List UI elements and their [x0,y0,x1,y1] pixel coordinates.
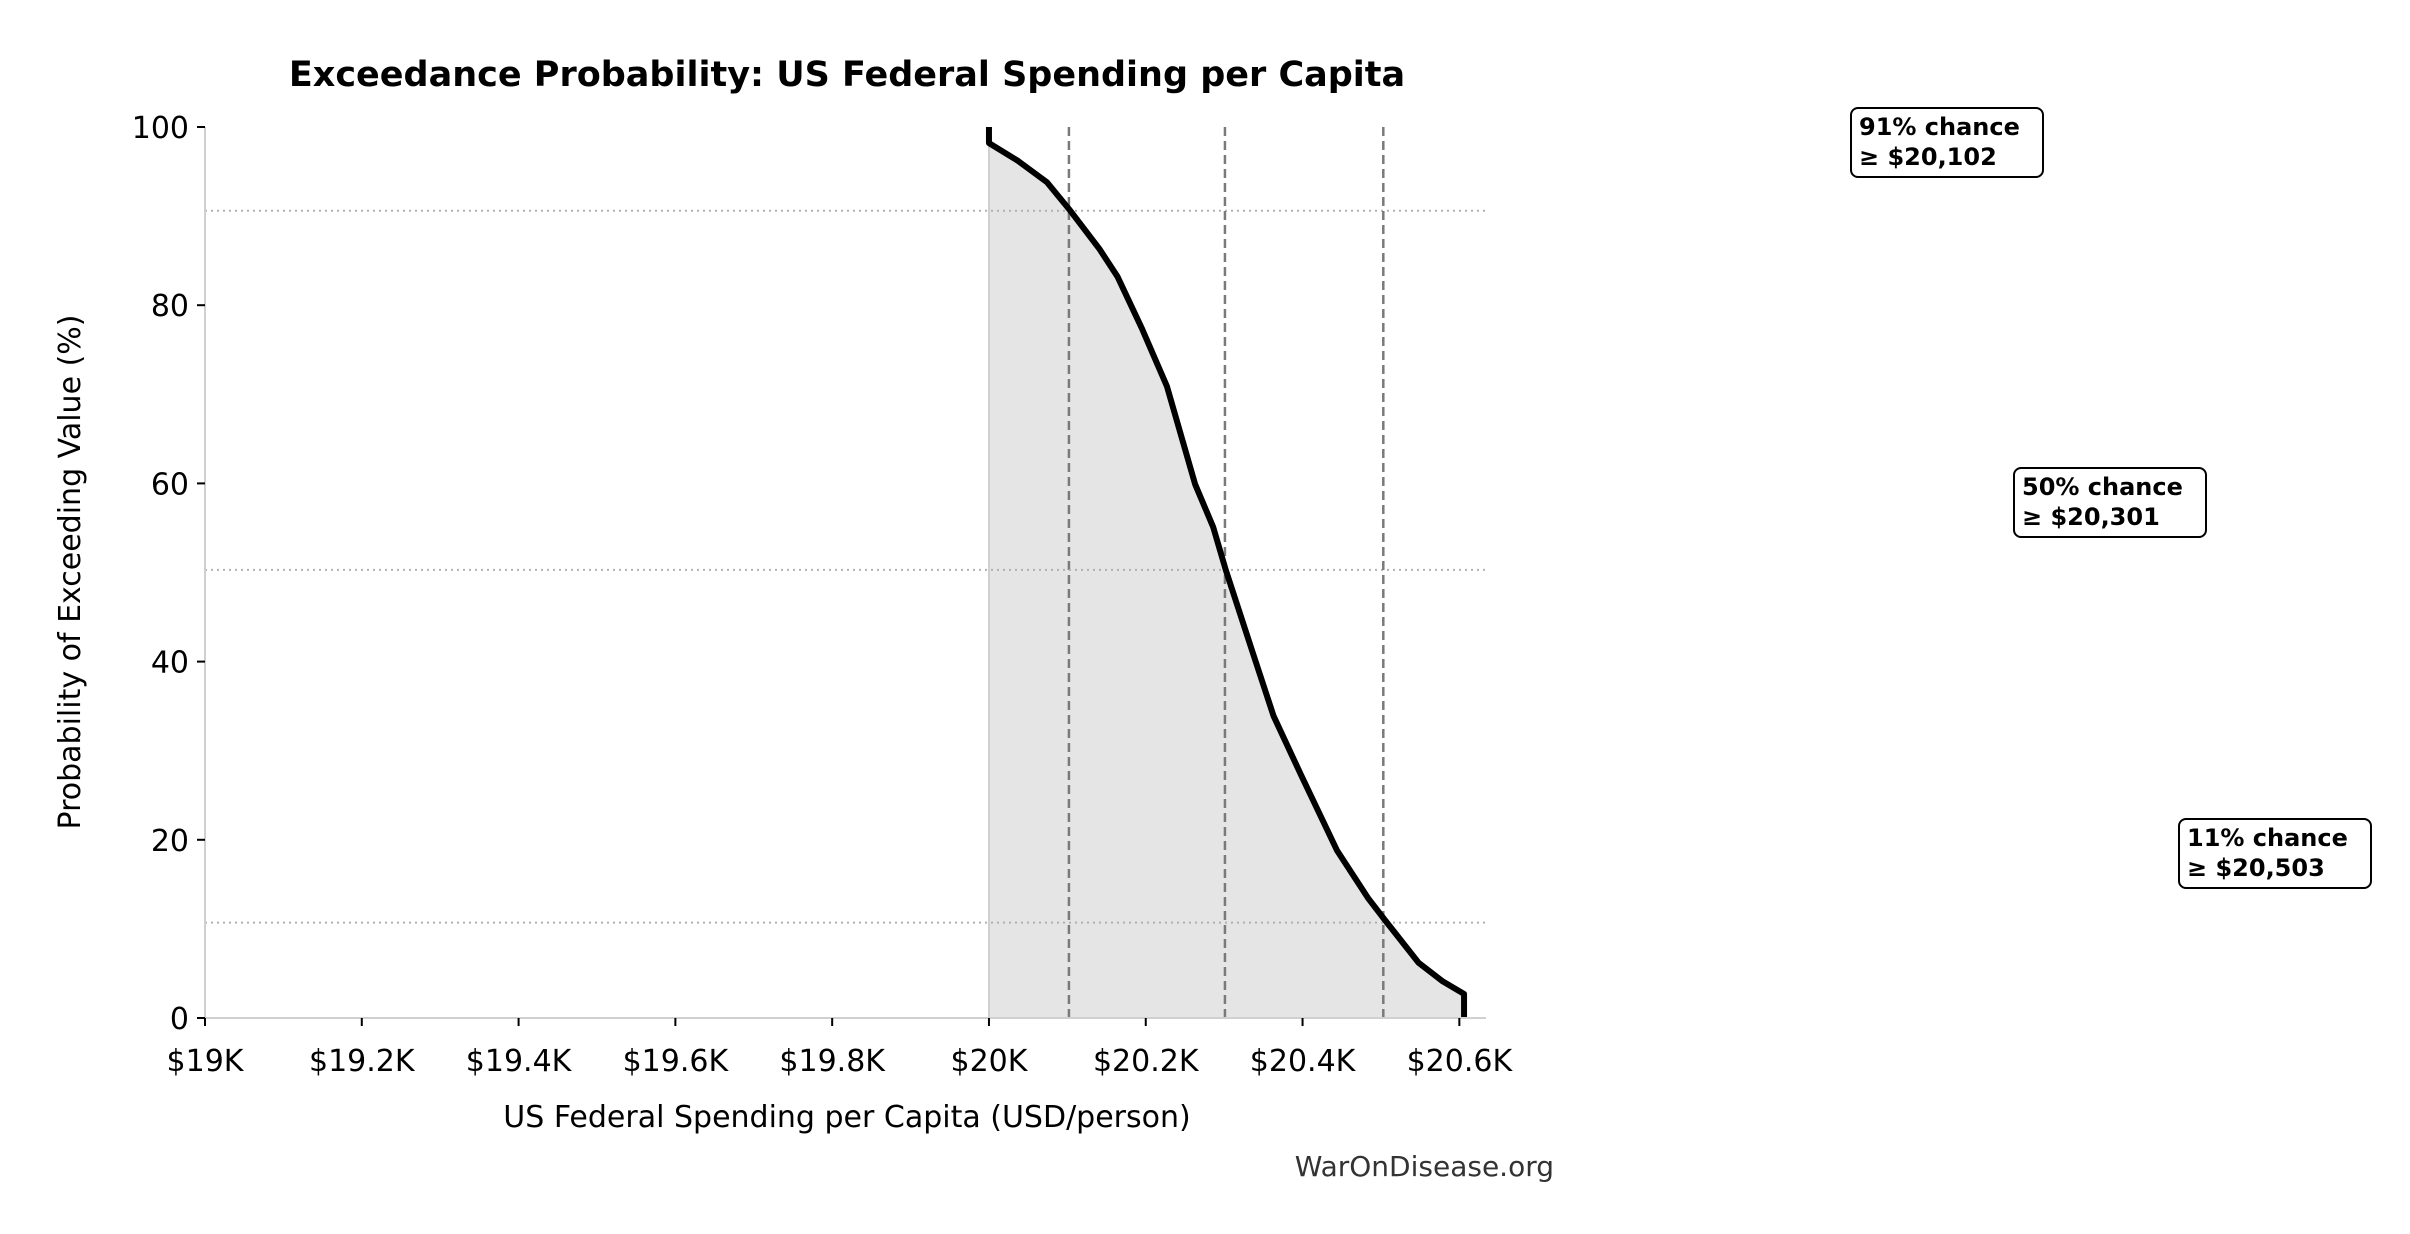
x-tick-label: $19.6K [623,1044,730,1079]
y-tick-label: 0 [170,1002,189,1037]
x-tick-label: $20.2K [1093,1044,1200,1079]
y-tick-label: 40 [151,646,189,681]
x-tick-label: $20.6K [1407,1044,1514,1079]
annotation-frame [2178,818,2372,889]
x-tick-label: $19.4K [466,1044,573,1079]
y-tick-label: 100 [132,111,189,146]
annotations: 91% chance≥ $20,102 50% chance≥ $20,301 11… [1850,107,2372,889]
exceedance-curve [985,127,1468,1018]
x-tick-label: $19.2K [309,1044,416,1079]
watermark: WarOnDisease.org [1295,1150,1554,1183]
annotation-box-3: 11% chance≥ $20,503 [2178,818,2372,889]
plot-area: $19K $19.2K $19.4K $19.6K $19.8K $20K $20.2K $2… [132,111,1514,1079]
annotation-frame [1850,107,2044,178]
annotation-line-2: ≥ $20,503 [2187,854,2325,882]
y-axis-label: Probability of Exceeding Value (%) [53,315,88,830]
chart-title: Exceedance Probability: US Federal Spend… [289,55,1405,95]
y-tick-label: 80 [151,289,189,324]
annotation-frame [2013,467,2207,538]
x-axis-label: US Federal Spending per Capita (USD/pers… [503,1100,1190,1135]
x-tick-label: $19K [167,1044,245,1079]
x-tick-label: $20K [950,1044,1028,1079]
x-tick-label: $20.4K [1250,1044,1357,1079]
x-tick-label: $19.8K [779,1044,886,1079]
y-tick-label: 20 [151,824,189,859]
annotation-line-2: ≥ $20,301 [2022,503,2160,531]
annotation-line-1: 91% chance [1859,113,2020,141]
annotation-line-1: 50% chance [2022,473,2183,501]
annotation-line-2: ≥ $20,102 [1859,143,1997,171]
annotation-box-1: 91% chance≥ $20,102 [1850,107,2044,178]
annotation-box-2: 50% chance≥ $20,301 [2013,467,2207,538]
y-tick-label: 60 [151,467,189,502]
annotation-line-1: 11% chance [2187,824,2348,852]
